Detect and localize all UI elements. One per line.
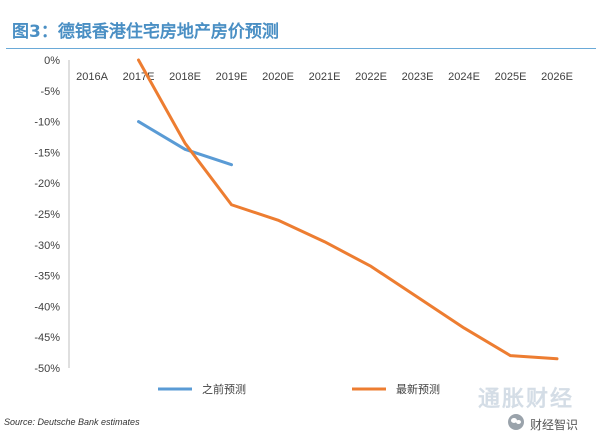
wechat-icon (508, 414, 524, 430)
page-title: 图3：德银香港住宅房地产房价预测 (12, 22, 279, 42)
series-line-2 (137, 58, 559, 361)
y-tick-label: -25% (34, 209, 60, 221)
x-tick-label: 2021E (309, 71, 341, 83)
y-tick-label: -5% (40, 86, 60, 98)
legend-label: 之前预测 (202, 382, 246, 396)
title-divider (6, 48, 596, 49)
y-tick-label: -30% (34, 240, 60, 252)
x-tick-label: 2020E (262, 71, 294, 83)
x-tick-label: 2019E (216, 71, 248, 83)
y-tick-label: -10% (34, 117, 60, 129)
y-tick-label: -40% (34, 301, 60, 313)
x-tick-label: 2024E (448, 71, 480, 83)
x-tick-label: 2026E (541, 71, 573, 83)
y-tick-label: -35% (34, 271, 60, 283)
y-tick-label: 0% (44, 55, 60, 67)
y-tick-label: -20% (34, 178, 60, 190)
legend-label: 最新预测 (396, 382, 440, 396)
account-name: 财经智识 (530, 418, 579, 432)
y-tick-label: -45% (34, 332, 60, 344)
source-note: Source: Deutsche Bank estimates (4, 417, 140, 427)
x-tick-label: 2022E (355, 71, 387, 83)
y-tick-label: -15% (34, 147, 60, 159)
watermark: 通胀财经 (478, 387, 575, 412)
x-tick-label: 2025E (495, 71, 527, 83)
x-tick-label: 2023E (402, 71, 434, 83)
x-tick-label: 2016A (76, 71, 108, 83)
x-tick-label: 2018E (169, 71, 201, 83)
title-bar: 图3：德银香港住宅房地产房价预测 (0, 10, 600, 49)
y-tick-label: -50% (34, 363, 60, 375)
